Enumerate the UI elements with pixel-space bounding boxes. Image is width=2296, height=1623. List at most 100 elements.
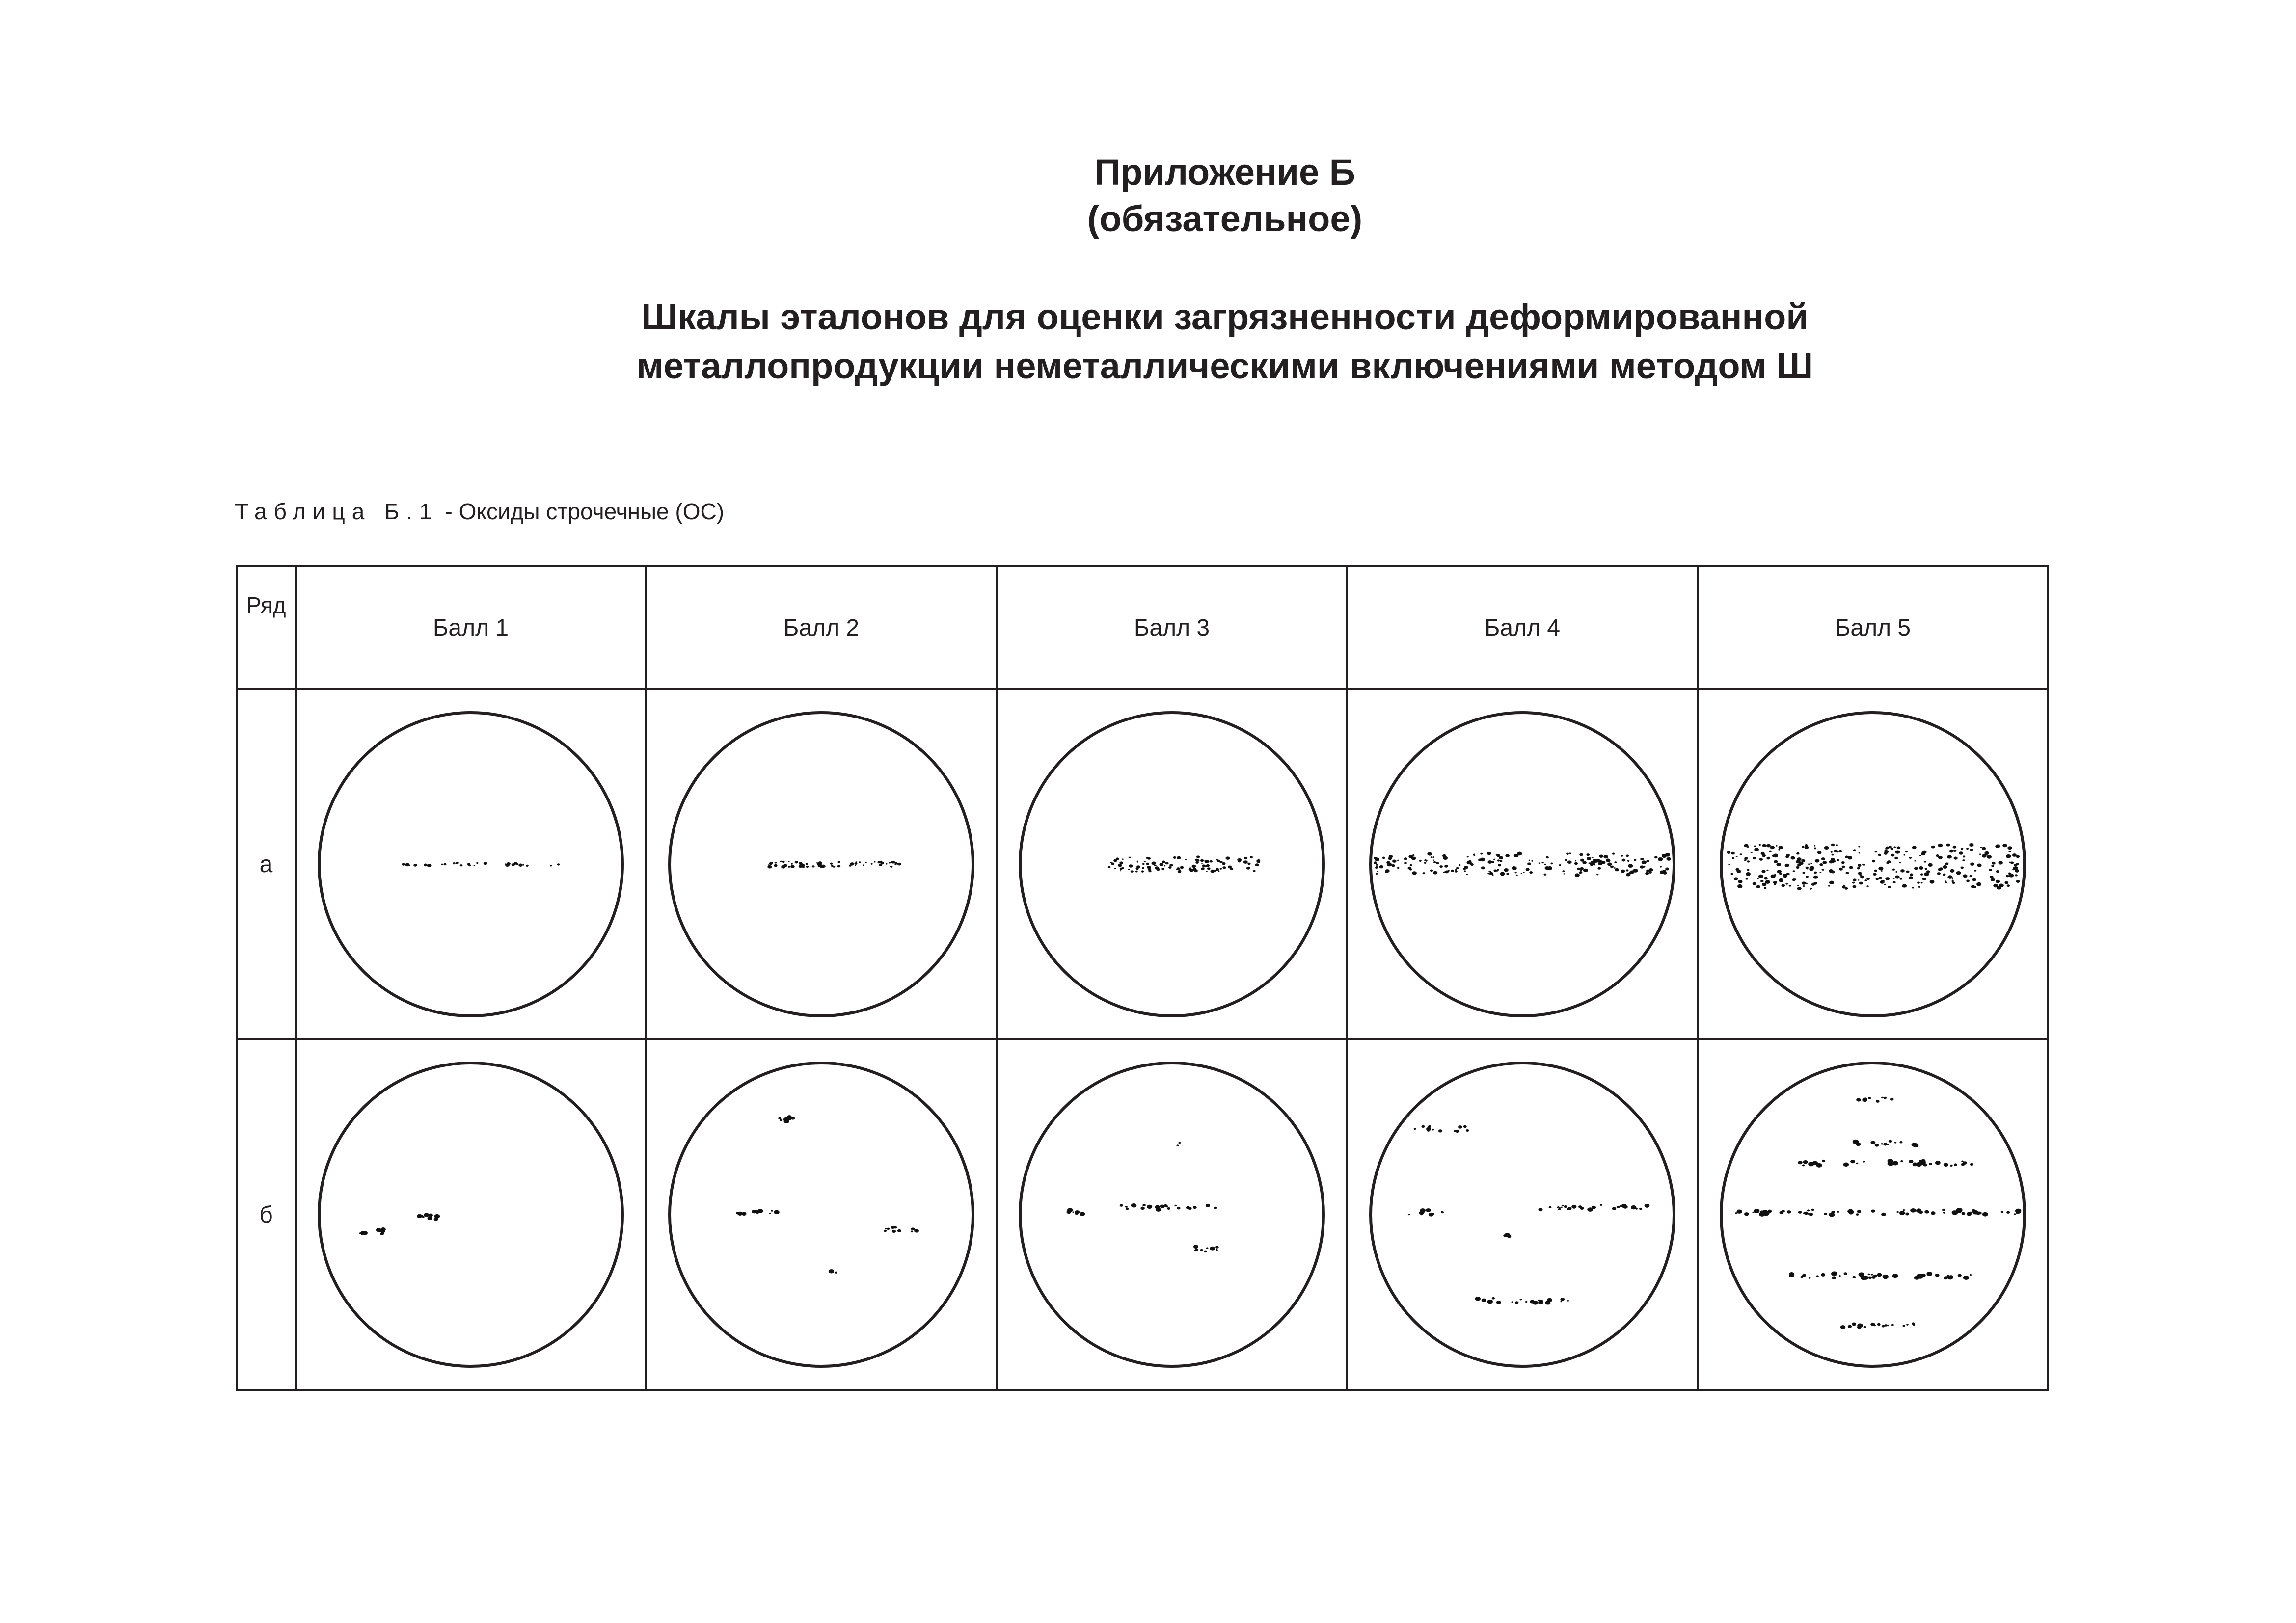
inclusion-dot	[1887, 1324, 1889, 1327]
inclusion-dot	[1919, 855, 1921, 856]
inclusion-dot	[1541, 861, 1544, 864]
inclusion-dot	[911, 1227, 915, 1231]
inclusion-dot	[1421, 1210, 1425, 1213]
inclusion-dot	[1989, 869, 1993, 871]
inclusion-dot	[1900, 1160, 1903, 1163]
inclusion-dot	[1747, 860, 1750, 863]
inclusion-dot	[1891, 1324, 1894, 1326]
inclusion-dot	[1756, 885, 1760, 888]
inclusion-dot	[1949, 849, 1954, 853]
inclusion-dot	[1962, 859, 1965, 862]
inclusion-dot	[1885, 877, 1890, 880]
inclusion-dot	[1640, 865, 1644, 869]
inclusion-dot	[1493, 858, 1495, 860]
inclusion-dot	[752, 1210, 756, 1214]
inclusion-dot	[1998, 861, 2003, 865]
inclusion-dot	[2009, 861, 2011, 863]
inclusion-dot	[1178, 1142, 1181, 1144]
inclusion-dot	[1773, 881, 1778, 884]
inclusion-dot	[1735, 1212, 1738, 1215]
inclusion-dot	[1924, 868, 1927, 870]
inclusion-dot	[1808, 863, 1810, 865]
table-row-a: а	[236, 688, 2049, 1040]
inclusion-dot	[1579, 871, 1583, 874]
inclusion-dot	[1886, 1143, 1889, 1145]
inclusion-dot	[897, 862, 901, 866]
inclusion-dot	[1391, 864, 1395, 867]
inclusion-dot	[1517, 851, 1522, 856]
inclusion-dot	[1141, 870, 1144, 873]
inclusion-dot	[788, 861, 790, 862]
inclusion-dot	[1947, 875, 1953, 879]
inclusion-dot	[1621, 1203, 1627, 1208]
inclusion-dot	[1210, 1246, 1215, 1251]
inclusion-dot	[1142, 867, 1145, 869]
inclusion-dot	[1796, 860, 1801, 864]
inclusion-dot	[1769, 850, 1772, 853]
inclusion-dot	[1432, 859, 1435, 861]
inclusion-dot	[1421, 1125, 1425, 1128]
inclusion-dot	[1758, 874, 1763, 878]
inclusion-dot	[1961, 848, 1964, 850]
inclusion-dot	[1566, 852, 1569, 855]
inclusion-dot	[1783, 873, 1788, 878]
inclusion-dot	[1580, 1206, 1584, 1210]
inclusion-dot	[1747, 869, 1750, 871]
inclusion-dot	[505, 863, 507, 865]
inclusion-dot	[817, 863, 819, 866]
field-of-view-circle	[1720, 711, 2026, 1017]
inclusion-dot	[1824, 1213, 1827, 1215]
inclusion-dot	[1841, 865, 1845, 868]
inclusion-dot	[1466, 856, 1469, 858]
inclusion-dot	[1996, 879, 2000, 883]
inclusion-dot	[1569, 852, 1571, 854]
inclusion-dot	[891, 1226, 895, 1229]
micrograph-field	[318, 1062, 624, 1368]
inclusion-dot	[1162, 860, 1165, 863]
inclusion-dot	[1631, 1205, 1637, 1210]
inclusion-dot	[1909, 873, 1914, 876]
inclusion-dot	[1586, 853, 1590, 856]
inclusion-dot	[1426, 1208, 1431, 1212]
inclusion-dot	[1455, 869, 1457, 871]
inclusion-dot	[441, 863, 443, 865]
inclusion-dot	[1128, 869, 1130, 870]
inclusion-dot	[1785, 855, 1789, 858]
inclusion-dot	[855, 861, 858, 863]
inclusion-dot	[1754, 845, 1756, 848]
inclusion-dot	[1931, 845, 1935, 849]
inclusion-dot	[1189, 869, 1194, 872]
inclusion-dot	[1662, 870, 1667, 873]
inclusion-dot	[1591, 857, 1594, 858]
inclusion-dot	[1887, 1162, 1893, 1166]
table-caption-prefix: Таблица Б.1	[235, 499, 439, 524]
inclusion-dot	[361, 1231, 366, 1235]
inclusion-dot	[1980, 846, 1982, 848]
inclusion-dot	[850, 862, 855, 866]
inclusion-dot	[1760, 1210, 1764, 1213]
inclusion-dot	[1543, 873, 1547, 876]
inclusion-dot	[1644, 1203, 1650, 1208]
inclusion-dot	[1487, 1299, 1493, 1304]
inclusion-dot	[1422, 872, 1426, 875]
inclusion-dot	[1914, 860, 1916, 862]
inclusion-dot	[1971, 1209, 1976, 1213]
inclusion-dot	[1856, 1162, 1859, 1165]
inclusion-dot	[1863, 1160, 1865, 1163]
inclusion-dot	[1228, 865, 1232, 869]
inclusion-dot	[1960, 866, 1964, 869]
inclusion-dot	[1470, 863, 1474, 866]
inclusion-dot	[1969, 1211, 1972, 1214]
inclusion-dot	[1563, 873, 1565, 875]
inclusion-dot	[1838, 850, 1842, 852]
inclusion-dot	[1807, 1209, 1810, 1212]
row-header: Ряд	[236, 565, 297, 690]
inclusion-dot	[1838, 1275, 1841, 1277]
inclusion-dot	[1142, 863, 1145, 865]
table-caption-text: - Оксиды строчечные (ОС)	[438, 499, 725, 524]
inclusion-dot	[1798, 1161, 1803, 1165]
inclusion-dot	[1216, 1249, 1218, 1251]
inclusion-dot	[1463, 1125, 1467, 1128]
inclusion-dot	[1614, 861, 1617, 863]
inclusion-dot	[1440, 1211, 1444, 1214]
